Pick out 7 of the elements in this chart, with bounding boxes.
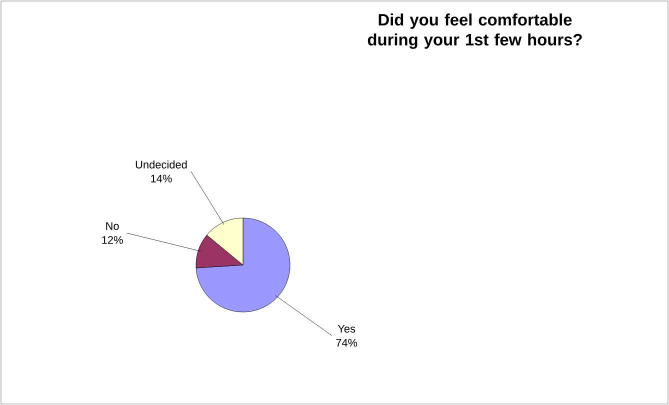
data-label: 14%: [151, 174, 172, 182]
slice-label: No: [106, 222, 119, 230]
text: Did you feel comfortable during your 1st few hours?: [368, 14, 582, 49]
slice-label: Yes: [338, 325, 356, 333]
slice-label: Undecided: [136, 160, 187, 169]
data-label: 74%: [336, 338, 358, 347]
data-label: 12%: [102, 236, 123, 244]
